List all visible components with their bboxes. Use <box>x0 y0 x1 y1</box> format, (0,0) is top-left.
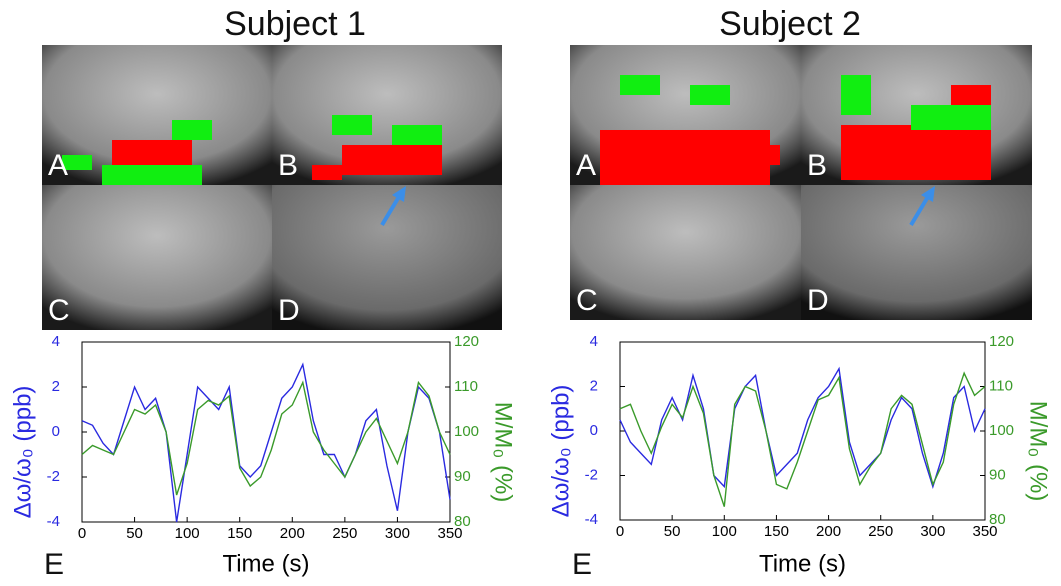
y2-tick-label: 100 <box>989 422 1014 439</box>
x-tick-label: 300 <box>920 523 945 540</box>
y-tick-label: 2 <box>590 377 598 394</box>
x-axis-label: Time (s) <box>759 550 846 577</box>
x-tick-label: 150 <box>764 523 789 540</box>
series-line <box>81 380 451 496</box>
y2-tick-label: 120 <box>454 333 479 350</box>
y2-tick-label: 90 <box>989 466 1006 483</box>
y-tick-label: 0 <box>52 423 60 440</box>
subject-title: Subject 1 <box>224 5 366 43</box>
panel-label: A <box>48 149 68 182</box>
mri-image <box>42 185 272 330</box>
y2-tick-label: 100 <box>454 423 479 440</box>
y2-axis-label: M/M₀ (%) <box>490 402 517 503</box>
x-tick-label: 150 <box>227 525 252 542</box>
mri-image <box>801 185 1032 320</box>
y2-tick-label: 120 <box>989 333 1014 350</box>
arrow <box>909 193 931 227</box>
y-tick-label: 0 <box>590 422 598 439</box>
panel-label: C <box>576 284 598 317</box>
y-tick-label: -2 <box>585 466 598 483</box>
y-tick-label: 4 <box>52 333 60 350</box>
series-line <box>619 371 986 507</box>
panel-label: D <box>278 294 300 327</box>
activation <box>620 75 660 95</box>
panel-label: D <box>807 284 829 317</box>
mri-image <box>570 185 801 320</box>
x-tick-label: 100 <box>175 525 200 542</box>
y-tick-label: -4 <box>585 511 598 528</box>
plot-frame <box>81 341 451 523</box>
y-tick-label: 2 <box>52 378 60 395</box>
y-tick-label: -4 <box>47 513 60 530</box>
x-tick-label: 250 <box>332 525 357 542</box>
activation <box>730 145 780 165</box>
plot-label: E <box>44 548 64 581</box>
x-tick-label: 100 <box>712 523 737 540</box>
y2-tick-label: 90 <box>454 468 471 485</box>
x-axis-label: Time (s) <box>222 550 309 577</box>
x-tick-label: 200 <box>280 525 305 542</box>
x-tick-label: 0 <box>78 525 86 542</box>
y2-tick-label: 80 <box>989 511 1006 528</box>
y-tick-label: 4 <box>590 333 598 350</box>
activation <box>841 125 991 180</box>
y2-tick-label: 110 <box>989 377 1013 394</box>
arrow-head <box>921 186 935 202</box>
activation <box>332 115 372 135</box>
arrow <box>380 193 402 227</box>
activation <box>342 145 442 175</box>
panel-label: A <box>576 149 596 182</box>
y2-tick-label: 80 <box>454 513 471 530</box>
y-axis-label: Δω/ω₀ (ppb) <box>547 385 574 518</box>
activation <box>951 85 991 105</box>
y2-axis-label: M/M₀ (%) <box>1025 401 1052 502</box>
mri-image <box>272 185 502 330</box>
activation <box>690 85 730 105</box>
panel-label: B <box>807 149 827 182</box>
arrow-head <box>392 186 406 202</box>
y-axis-label: Δω/ω₀ (ppb) <box>9 386 36 519</box>
y2-tick-label: 110 <box>454 378 478 395</box>
series-line <box>81 362 451 523</box>
x-tick-label: 300 <box>385 525 410 542</box>
activation <box>911 105 991 130</box>
activation <box>62 155 92 170</box>
x-tick-label: 350 <box>972 523 997 540</box>
plot-label: E <box>572 548 592 581</box>
activation <box>392 125 442 145</box>
subject-title: Subject 2 <box>719 5 861 43</box>
x-tick-label: 50 <box>664 523 681 540</box>
activation <box>841 75 871 115</box>
activation <box>312 165 342 180</box>
activation <box>172 120 212 140</box>
x-tick-label: 0 <box>616 523 624 540</box>
y-tick-label: -2 <box>47 468 60 485</box>
panel-label: C <box>48 294 70 327</box>
x-tick-label: 250 <box>868 523 893 540</box>
plot-frame <box>619 341 986 521</box>
panel-label: B <box>278 149 298 182</box>
x-tick-label: 200 <box>816 523 841 540</box>
x-tick-label: 50 <box>126 525 143 542</box>
x-tick-label: 350 <box>437 525 462 542</box>
series-line <box>619 366 986 489</box>
